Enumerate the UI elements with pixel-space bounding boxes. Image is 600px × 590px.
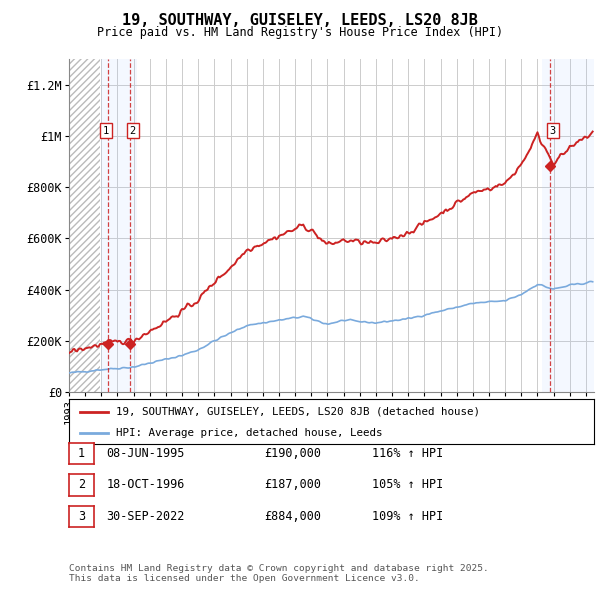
Bar: [101, 59, 137, 392]
Text: 19, SOUTHWAY, GUISELEY, LEEDS, LS20 8JB: 19, SOUTHWAY, GUISELEY, LEEDS, LS20 8JB: [122, 13, 478, 28]
Text: Price paid vs. HM Land Registry's House Price Index (HPI): Price paid vs. HM Land Registry's House …: [97, 26, 503, 39]
Text: HPI: Average price, detached house, Leeds: HPI: Average price, detached house, Leed…: [116, 428, 383, 438]
Text: £190,000: £190,000: [264, 447, 321, 460]
Text: 105% ↑ HPI: 105% ↑ HPI: [372, 478, 443, 491]
Text: 3: 3: [78, 510, 85, 523]
Bar: [542, 59, 594, 392]
Text: 2: 2: [78, 478, 85, 491]
Text: 18-OCT-1996: 18-OCT-1996: [106, 478, 185, 491]
Text: 1: 1: [78, 447, 85, 460]
Text: 109% ↑ HPI: 109% ↑ HPI: [372, 510, 443, 523]
Text: £187,000: £187,000: [264, 478, 321, 491]
Text: 2: 2: [130, 126, 136, 136]
Text: 08-JUN-1995: 08-JUN-1995: [106, 447, 185, 460]
Text: £884,000: £884,000: [264, 510, 321, 523]
Text: 30-SEP-2022: 30-SEP-2022: [106, 510, 185, 523]
Text: 1: 1: [103, 126, 109, 136]
Text: 116% ↑ HPI: 116% ↑ HPI: [372, 447, 443, 460]
Text: 3: 3: [550, 126, 556, 136]
Text: Contains HM Land Registry data © Crown copyright and database right 2025.
This d: Contains HM Land Registry data © Crown c…: [69, 563, 489, 583]
Text: 19, SOUTHWAY, GUISELEY, LEEDS, LS20 8JB (detached house): 19, SOUTHWAY, GUISELEY, LEEDS, LS20 8JB …: [116, 407, 480, 417]
